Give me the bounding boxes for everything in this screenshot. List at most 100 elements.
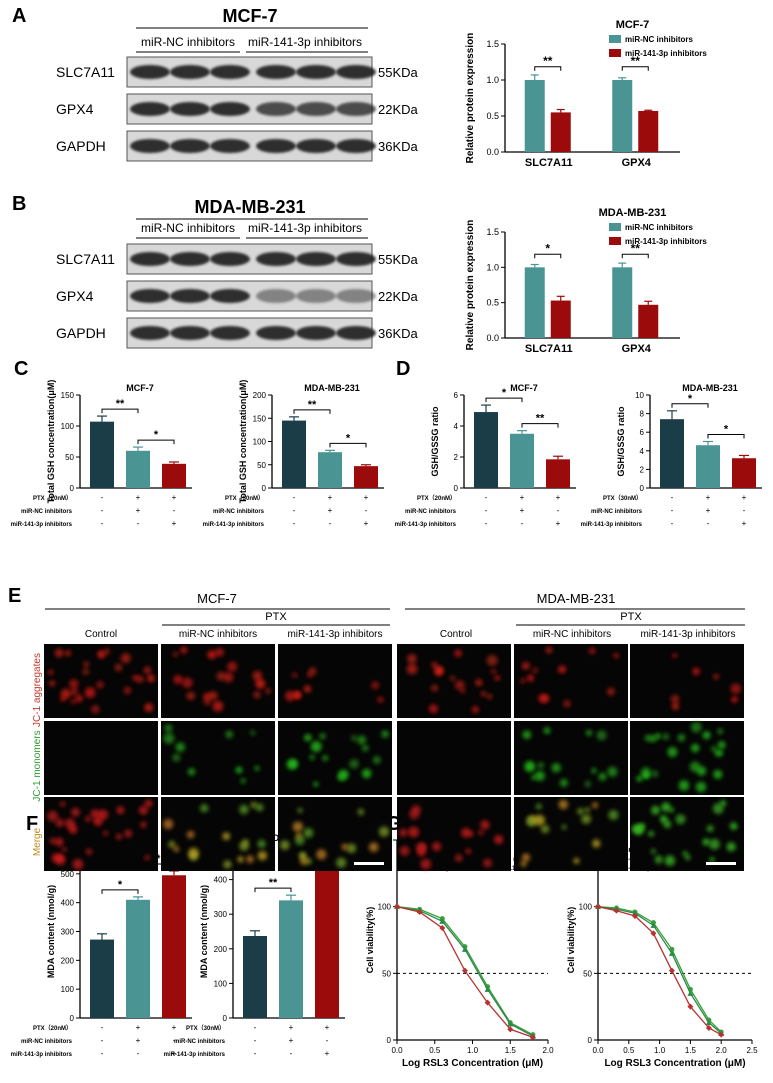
- micrograph-cell-blob: [250, 730, 256, 736]
- micrograph-cell-blob: [299, 852, 307, 860]
- micrograph-cell-blob: [534, 770, 545, 782]
- micrograph-cell-blob: [581, 814, 592, 825]
- micrograph-cell-blob: [702, 731, 711, 740]
- micrograph-cell-blob: [180, 646, 188, 654]
- chart-f1-y-tick-label: 100: [61, 985, 75, 994]
- chart-g1-x-tick-label: 1.0: [467, 1046, 479, 1055]
- chart-g1-point: [461, 946, 468, 952]
- chart-f1-y-tick-label: 0: [70, 1014, 75, 1023]
- micrograph-cell-blob: [239, 804, 249, 815]
- blot-b-band: [256, 289, 296, 303]
- chart-a-bar-x-tick-label: SLC7A11: [525, 157, 573, 169]
- scale-bar: [706, 862, 736, 865]
- chart-c1-y-tick-label: 0: [70, 484, 75, 493]
- micrograph-cell-blob: [494, 675, 501, 681]
- chart-c1-sig-mark: **: [116, 398, 125, 410]
- micrograph-cell-blob: [147, 674, 155, 683]
- blot-b-group-mir: miR-141-3p inhibitors: [248, 221, 362, 235]
- chart-d1-bar: [510, 433, 534, 488]
- blot-b-size-label: 36KDa: [378, 326, 419, 341]
- chart-b-bar-bar: [612, 267, 633, 338]
- micrograph-cell-blob: [140, 821, 147, 828]
- micrograph-background: [44, 721, 158, 795]
- micrograph-cell-blob: [648, 830, 655, 837]
- chart-g1-point: [461, 967, 468, 974]
- chart-c1-sig-bracket: [137, 439, 175, 445]
- chart-a-bar-sig-bracket: [621, 66, 649, 71]
- chart-g2-point: [631, 913, 638, 919]
- chart-c2-bar: [354, 466, 378, 488]
- blot-a-band: [170, 139, 210, 153]
- chart-c2-treat-label: PTX（30nM）: [225, 494, 264, 502]
- micrograph-cell-blob: [407, 654, 417, 664]
- micrograph-cell-blob: [716, 749, 724, 757]
- chart-f2-treat-label: miR-141-3p inhibitors: [164, 1052, 226, 1058]
- chart-g1-point: [507, 1021, 514, 1027]
- micrograph-cell-blob: [182, 677, 193, 689]
- chart-d2-treat-sign: +: [742, 519, 747, 528]
- chart-c2-bar: [282, 420, 306, 488]
- blot-b-group-nc: miR-NC inhibitors: [141, 221, 235, 235]
- micrograph-cell-blob: [91, 705, 100, 714]
- micrograph-cell-blob: [337, 774, 345, 781]
- blot-b-band: [296, 289, 336, 303]
- western-blot-a: MCF-7 miR-NC inhibitors miR-141-3p inhib…: [56, 6, 419, 162]
- chart-g1-point: [439, 918, 446, 924]
- micrograph-cell-blob: [431, 661, 438, 669]
- blot-b-band: [170, 326, 210, 340]
- chart-c2-treat-sign: +: [328, 493, 333, 502]
- micrograph-cell-blob: [709, 838, 720, 850]
- chart-d1-sig-mark: **: [536, 413, 545, 425]
- micrograph-cell-blob: [584, 780, 591, 788]
- panel-e-col-6: miR-141-3p inhibitors: [640, 629, 735, 640]
- chart-f2-treat-sign: +: [325, 1023, 330, 1032]
- micrograph-cell-blob: [493, 834, 504, 845]
- blot-b-band: [210, 252, 250, 266]
- chart-a-bar-y-label: Relative protein expression: [465, 33, 476, 164]
- chart-g1-x-label: Log RSL3 Concentration (μM): [402, 1058, 543, 1069]
- micrograph-cell-blob: [551, 763, 561, 773]
- chart-b-bar-x-tick-label: SLC7A11: [525, 343, 573, 355]
- chart-f1-y-tick-label: 400: [61, 899, 75, 908]
- micrograph-cell-blob: [357, 808, 365, 816]
- chart-a-bar-x-tick-label: GPX4: [622, 157, 652, 169]
- micrograph-cell-blob: [97, 809, 109, 820]
- chart-c1-treat-sign: -: [137, 519, 140, 528]
- micrograph-cell-blob: [650, 848, 656, 854]
- chart-f1-treat-sign: +: [136, 1036, 141, 1045]
- micrograph-cell-blob: [305, 734, 312, 741]
- chart-c1-treat-label: miR-141-3p inhibitors: [11, 522, 73, 528]
- micrograph-cell-blob: [524, 761, 536, 772]
- chart-g2-point: [650, 922, 657, 928]
- micrograph-cell-blob: [207, 650, 217, 660]
- micrograph-cell-blob: [144, 703, 154, 712]
- micrograph-cell-blob: [454, 854, 463, 862]
- blot-a-band: [336, 139, 376, 153]
- chart-d2-sig-bracket: [671, 403, 709, 408]
- micrograph-cell-blob: [729, 822, 738, 830]
- micrograph-cell-blob: [84, 687, 96, 698]
- chart-g2-point: [668, 950, 675, 956]
- chart-g2-point: [650, 930, 657, 937]
- chart-g2-x-tick-label: 2.5: [746, 1046, 758, 1055]
- micrograph-cell-blob: [250, 801, 257, 809]
- blot-a-band: [296, 139, 336, 153]
- chart-a-bar-legend-label: miR-141-3p inhibitors: [625, 49, 707, 58]
- micrograph-cell-blob: [537, 762, 545, 769]
- micrograph-cell-blob: [522, 730, 532, 740]
- micrograph-cell-blob: [545, 646, 553, 654]
- blot-a-band: [210, 65, 250, 79]
- panel-letter-b: B: [12, 193, 26, 215]
- chart-c2-y-tick-label: 0: [262, 484, 267, 493]
- micrograph-cell-blob: [313, 781, 319, 787]
- chart-g2-point: [687, 990, 694, 996]
- micrograph-cell-blob: [636, 775, 643, 782]
- chart-g2-x-tick-label: 0.0: [592, 1046, 604, 1055]
- micrograph-cell-blob: [591, 768, 597, 774]
- chart-b-bar-legend-swatch: [609, 237, 621, 245]
- micrograph-cell-blob: [144, 799, 153, 808]
- micrograph-cell-blob: [538, 693, 548, 704]
- micrograph-cell-blob: [461, 827, 471, 838]
- blot-a-band: [296, 65, 336, 79]
- micrograph-cell-blob: [368, 842, 379, 853]
